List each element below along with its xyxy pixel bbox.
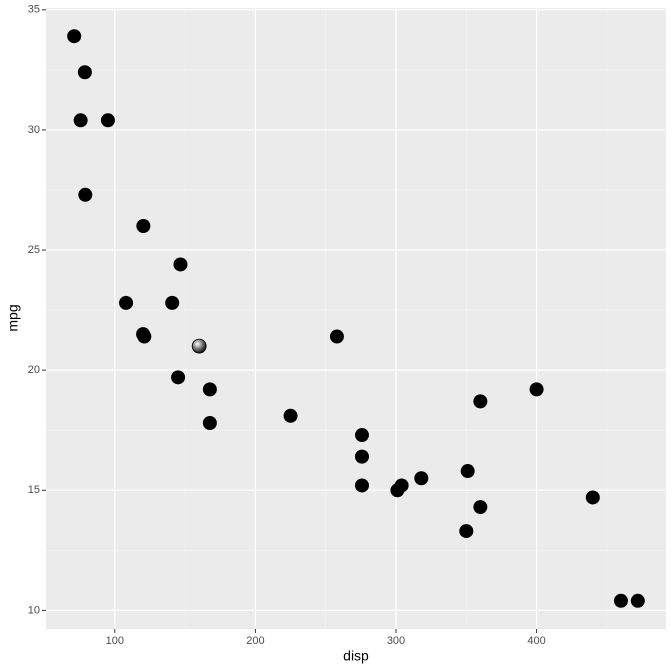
- point: [459, 524, 474, 539]
- y-tick-label: 15: [28, 484, 40, 496]
- point: [630, 593, 645, 608]
- x-tick-label: 400: [527, 635, 545, 647]
- point: [171, 370, 186, 385]
- point: [78, 187, 93, 202]
- point: [354, 428, 369, 443]
- point: [202, 416, 217, 431]
- point: [354, 478, 369, 493]
- point: [585, 490, 600, 505]
- x-tick-label: 300: [387, 635, 405, 647]
- y-tick-label: 10: [28, 604, 40, 616]
- point: [165, 295, 180, 310]
- point: [529, 382, 544, 397]
- y-tick-label: 25: [28, 244, 40, 256]
- point: [473, 394, 488, 409]
- y-axis-label: mpg: [5, 304, 21, 331]
- point: [137, 329, 152, 344]
- point: [73, 113, 88, 128]
- point: [119, 295, 134, 310]
- x-tick-label: 200: [246, 635, 264, 647]
- x-tick-label: 100: [106, 635, 124, 647]
- point: [354, 449, 369, 464]
- point: [460, 464, 475, 479]
- point: [77, 65, 92, 80]
- point: [136, 219, 151, 234]
- panel: [46, 8, 666, 629]
- point: [390, 483, 405, 498]
- point: [173, 257, 188, 272]
- point: [100, 113, 115, 128]
- point: [283, 408, 298, 423]
- point: [329, 329, 344, 344]
- point: [414, 471, 429, 486]
- y-tick-label: 20: [28, 364, 40, 376]
- y-tick-label: 30: [28, 124, 40, 136]
- point: [202, 382, 217, 397]
- point: [473, 500, 488, 515]
- x-axis-label: disp: [343, 648, 369, 664]
- point: [613, 593, 628, 608]
- y-tick-label: 35: [28, 4, 40, 16]
- point: [67, 29, 82, 44]
- point: [191, 338, 207, 354]
